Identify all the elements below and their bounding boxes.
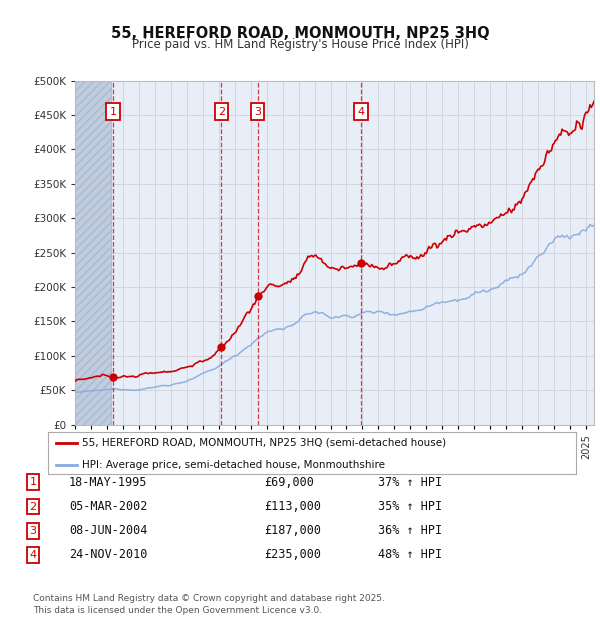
Text: 55, HEREFORD ROAD, MONMOUTH, NP25 3HQ (semi-detached house): 55, HEREFORD ROAD, MONMOUTH, NP25 3HQ (s… (82, 438, 446, 448)
Text: 37% ↑ HPI: 37% ↑ HPI (378, 476, 442, 489)
Text: 2: 2 (29, 502, 37, 512)
Text: £69,000: £69,000 (264, 476, 314, 489)
Text: 1: 1 (29, 477, 37, 487)
Text: 05-MAR-2002: 05-MAR-2002 (69, 500, 148, 513)
Text: 35% ↑ HPI: 35% ↑ HPI (378, 500, 442, 513)
Text: HPI: Average price, semi-detached house, Monmouthshire: HPI: Average price, semi-detached house,… (82, 460, 385, 470)
Bar (75, 81, 111, 425)
Text: 2: 2 (218, 107, 225, 117)
Text: 55, HEREFORD ROAD, MONMOUTH, NP25 3HQ: 55, HEREFORD ROAD, MONMOUTH, NP25 3HQ (110, 26, 490, 41)
Text: 08-JUN-2004: 08-JUN-2004 (69, 525, 148, 537)
Text: 4: 4 (357, 107, 364, 117)
Bar (75, 81, 111, 425)
Text: 4: 4 (29, 550, 37, 560)
Text: £235,000: £235,000 (264, 549, 321, 561)
Text: Contains HM Land Registry data © Crown copyright and database right 2025.
This d: Contains HM Land Registry data © Crown c… (33, 594, 385, 615)
Text: 36% ↑ HPI: 36% ↑ HPI (378, 525, 442, 537)
Text: £113,000: £113,000 (264, 500, 321, 513)
Text: 3: 3 (29, 526, 37, 536)
Text: 18-MAY-1995: 18-MAY-1995 (69, 476, 148, 489)
Text: £187,000: £187,000 (264, 525, 321, 537)
Text: 48% ↑ HPI: 48% ↑ HPI (378, 549, 442, 561)
Text: 1: 1 (110, 107, 116, 117)
Text: 24-NOV-2010: 24-NOV-2010 (69, 549, 148, 561)
Text: 3: 3 (254, 107, 261, 117)
Text: Price paid vs. HM Land Registry's House Price Index (HPI): Price paid vs. HM Land Registry's House … (131, 38, 469, 51)
